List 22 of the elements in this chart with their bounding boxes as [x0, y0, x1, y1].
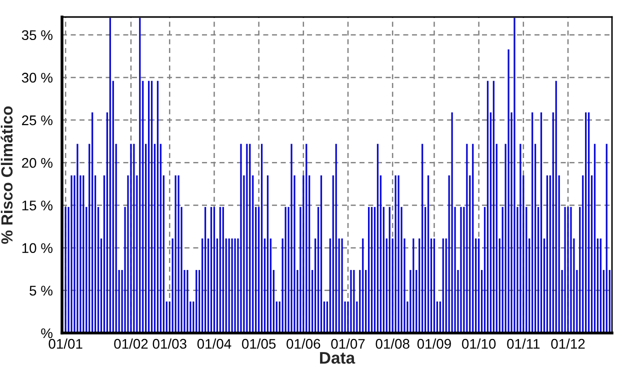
- y-tick-label: 5 %: [30, 286, 52, 296]
- x-tick-label: 01/06: [286, 338, 320, 349]
- x-tick-label: 01/04: [197, 338, 232, 349]
- x-axis-title: Data: [320, 352, 356, 364]
- y-tick-label: %: [41, 328, 52, 338]
- x-tick-label: 01/02: [114, 338, 148, 349]
- x-tick-label: 01/07: [331, 338, 365, 349]
- x-tick-label: 01/01: [48, 338, 82, 349]
- x-tick-label: 01/12: [551, 338, 585, 349]
- x-tick-label: 01/09: [417, 338, 451, 349]
- y-tick-label: 30 %: [22, 72, 52, 83]
- y-tick-label: 15 %: [22, 200, 52, 210]
- x-tick-label: 01/03: [152, 338, 186, 349]
- y-axis-title: % Risco Climático: [0, 106, 13, 244]
- y-tick-label: 20 %: [22, 158, 52, 168]
- y-tick-label: 10 %: [22, 243, 52, 253]
- x-tick-label: 01/05: [242, 338, 276, 349]
- y-tick-label: 35 %: [22, 30, 52, 40]
- y-tick-label: 25 %: [22, 115, 52, 126]
- x-tick-label: 01/11: [507, 338, 540, 349]
- x-tick-label: 01/08: [376, 338, 410, 349]
- x-tick-label: 01/10: [462, 338, 496, 349]
